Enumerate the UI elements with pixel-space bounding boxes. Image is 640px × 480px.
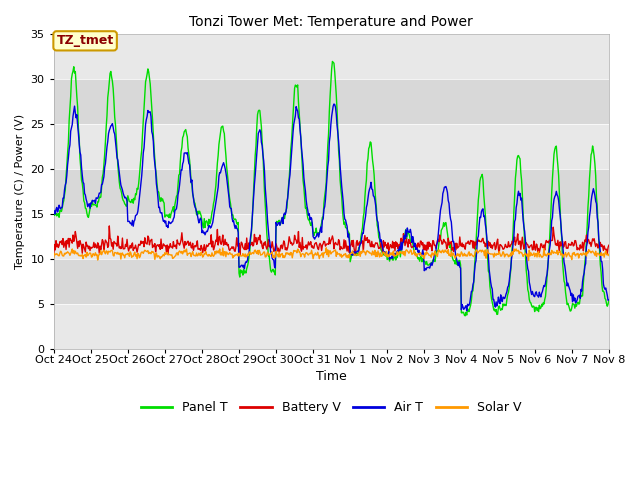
Battery V xyxy=(605,242,612,248)
Panel T xyxy=(50,208,58,214)
Air T xyxy=(50,211,58,217)
Panel T xyxy=(605,298,612,303)
Panel T xyxy=(60,198,68,204)
Line: Air T: Air T xyxy=(54,104,609,311)
Panel T xyxy=(328,59,336,64)
Solar V xyxy=(605,252,612,258)
Solar V xyxy=(117,256,125,262)
Solar V xyxy=(50,255,58,261)
Solar V xyxy=(173,250,181,256)
Panel T xyxy=(416,258,424,264)
Battery V xyxy=(401,234,408,240)
Panel T xyxy=(117,187,125,193)
Air T xyxy=(330,101,338,107)
Air T xyxy=(416,252,424,258)
Air T xyxy=(60,195,68,201)
Air T xyxy=(399,239,407,245)
Solar V xyxy=(323,245,330,251)
Solar V xyxy=(203,252,211,258)
Bar xyxy=(54,304,609,349)
Line: Solar V: Solar V xyxy=(54,248,609,261)
Line: Battery V: Battery V xyxy=(54,226,609,255)
Air T xyxy=(117,182,125,188)
Bar xyxy=(54,79,609,124)
Solar V xyxy=(60,253,68,259)
Battery V xyxy=(50,252,58,257)
Battery V xyxy=(60,244,68,250)
Battery V xyxy=(417,238,424,244)
Battery V xyxy=(204,244,211,250)
Panel T xyxy=(461,313,469,319)
Panel T xyxy=(399,239,407,245)
Battery V xyxy=(174,240,182,246)
X-axis label: Time: Time xyxy=(316,371,347,384)
Air T xyxy=(605,297,612,303)
Air T xyxy=(463,308,470,313)
Title: Tonzi Tower Met: Temperature and Power: Tonzi Tower Met: Temperature and Power xyxy=(189,15,473,29)
Battery V xyxy=(118,245,125,251)
Bar xyxy=(54,259,609,304)
Y-axis label: Temperature (C) / Power (V): Temperature (C) / Power (V) xyxy=(15,114,25,269)
Air T xyxy=(173,201,181,206)
Solar V xyxy=(399,252,407,258)
Battery V xyxy=(236,252,244,258)
Air T xyxy=(203,228,211,234)
Bar xyxy=(54,169,609,214)
Bar xyxy=(54,214,609,259)
Solar V xyxy=(416,252,424,257)
Battery V xyxy=(106,223,113,229)
Bar xyxy=(54,35,609,79)
Panel T xyxy=(203,218,211,224)
Solar V xyxy=(525,258,532,264)
Text: TZ_tmet: TZ_tmet xyxy=(56,35,114,48)
Bar xyxy=(54,124,609,169)
Legend: Panel T, Battery V, Air T, Solar V: Panel T, Battery V, Air T, Solar V xyxy=(136,396,527,420)
Line: Panel T: Panel T xyxy=(54,61,609,316)
Panel T xyxy=(173,192,181,198)
